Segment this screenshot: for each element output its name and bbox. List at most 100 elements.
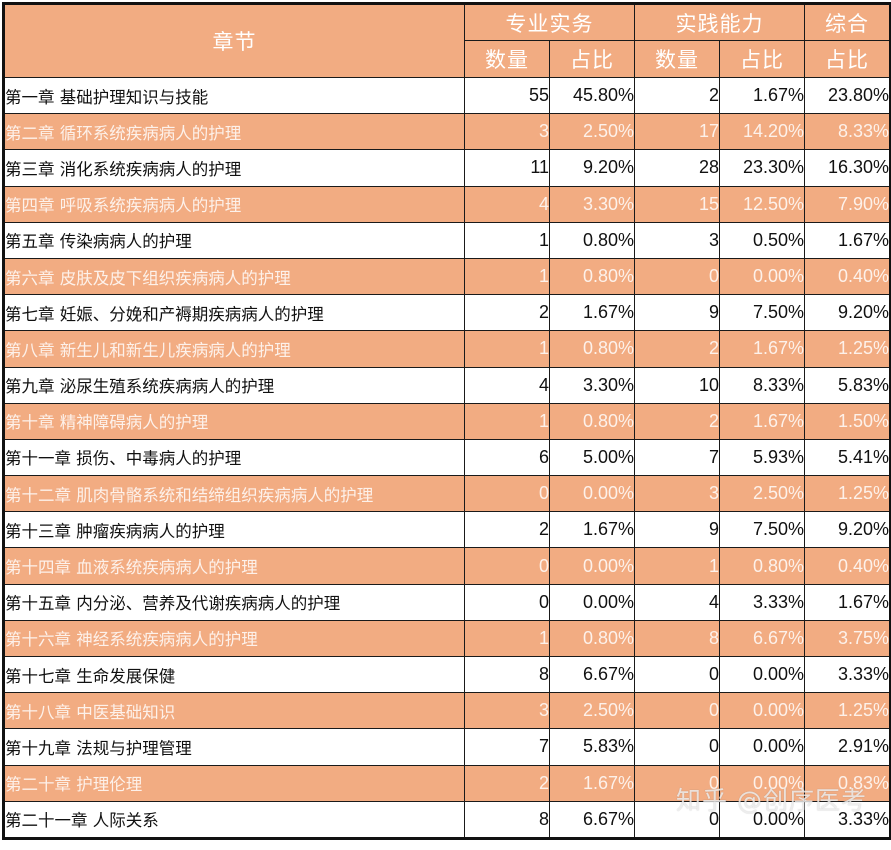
professional-pct-cell: 3.30% [549,185,635,223]
professional-count-cell: 3 [464,692,550,730]
professional-count-cell: 1 [464,402,550,440]
professional-pct-cell: 5.83% [549,728,635,766]
table-body: 第一章 基础护理知识与技能 55 45.80% 2 1.67% 23.80% 第二章 循环系… [3,76,891,839]
table-row: 第十六章 神经系统疾病病人的护理 1 0.80% 8 6.67% 3.75% [3,619,891,658]
chapter-cell: 第十一章 损伤、中毒病人的护理 [3,438,465,477]
table-row: 第九章 泌尿生殖系统疾病病人的护理 4 3.30% 10 8.33% 5.83% [3,366,891,404]
chapter-cell: 第十章 精神障碍病人的护理 [3,402,465,440]
professional-count-cell: 4 [464,185,550,223]
practical-count-cell: 0 [634,257,720,296]
overall-pct-cell: 16.30% [804,149,891,187]
overall-pct-cell: 5.83% [804,366,891,404]
overall-pct-cell: 0.40% [804,257,891,296]
table-row: 第十一章 损伤、中毒病人的护理 6 5.00% 7 5.93% 5.41% [3,438,891,477]
practical-count-cell: 1 [634,547,720,585]
practical-count-cell: 0 [634,728,720,766]
practical-pct-cell: 3.33% [719,583,805,621]
professional-count-cell: 1 [464,330,550,368]
professional-count-cell: 6 [464,438,550,477]
chapter-cell: 第四章 呼吸系统疾病病人的护理 [3,185,465,223]
header-overall-pct: 占比 [804,40,891,78]
overall-pct-cell: 3.75% [804,619,891,658]
practical-pct-cell: 7.50% [719,511,805,549]
professional-count-cell: 8 [464,800,550,839]
professional-pct-cell: 1.67% [549,511,635,549]
chapter-cell: 第八章 新生儿和新生儿疾病病人的护理 [3,330,465,368]
practical-count-cell: 15 [634,185,720,223]
professional-pct-cell: 0.80% [549,619,635,658]
practical-count-cell: 0 [634,692,720,730]
overall-pct-cell: 3.33% [804,655,891,694]
professional-pct-cell: 1.67% [549,294,635,332]
overall-pct-cell: 1.25% [804,692,891,730]
practical-count-cell: 0 [634,800,720,839]
practical-count-cell: 3 [634,221,720,259]
practical-pct-cell: 0.00% [719,692,805,730]
chapter-cell: 第二章 循环系统疾病病人的护理 [3,113,465,151]
table-row: 第十二章 肌肉骨骼系统和结缔组织疾病病人的护理 0 0.00% 3 2.50% 1.25% [3,475,891,513]
chapter-cell: 第三章 消化系统疾病病人的护理 [3,149,465,187]
overall-pct-cell: 1.67% [804,221,891,259]
practical-pct-cell: 0.00% [719,728,805,766]
overall-pct-cell: 0.40% [804,547,891,585]
professional-count-cell: 0 [464,475,550,513]
chapter-cell: 第六章 皮肤及皮下组织疾病病人的护理 [3,257,465,296]
professional-pct-cell: 0.80% [549,221,635,259]
practical-pct-cell: 23.30% [719,149,805,187]
table-row: 第十九章 法规与护理管理 7 5.83% 0 0.00% 2.91% [3,728,891,766]
table-row: 第七章 妊娠、分娩和产褥期疾病病人的护理 2 1.67% 9 7.50% 9.20% [3,294,891,332]
professional-count-cell: 1 [464,257,550,296]
professional-count-cell: 2 [464,511,550,549]
professional-count-cell: 4 [464,366,550,404]
professional-pct-cell: 2.50% [549,113,635,151]
professional-pct-cell: 0.00% [549,475,635,513]
overall-pct-cell: 7.90% [804,185,891,223]
professional-count-cell: 1 [464,221,550,259]
practical-pct-cell: 0.00% [719,655,805,694]
professional-pct-cell: 0.00% [549,583,635,621]
chapter-cell: 第十二章 肌肉骨骼系统和结缔组织疾病病人的护理 [3,475,465,513]
overall-pct-cell: 0.83% [804,764,891,802]
header-practical-count: 数量 [634,40,720,78]
practical-count-cell: 4 [634,583,720,621]
header-professional-pct: 占比 [549,40,635,78]
professional-count-cell: 0 [464,547,550,585]
practical-count-cell: 8 [634,619,720,658]
professional-pct-cell: 2.50% [549,692,635,730]
practical-pct-cell: 6.67% [719,619,805,658]
practical-count-cell: 3 [634,475,720,513]
practical-count-cell: 2 [634,330,720,368]
chapter-cell: 第十五章 内分泌、营养及代谢疾病病人的护理 [3,583,465,621]
practical-pct-cell: 8.33% [719,366,805,404]
practical-pct-cell: 0.00% [719,764,805,802]
chapter-cell: 第五章 传染病病人的护理 [3,221,465,259]
chapter-cell: 第九章 泌尿生殖系统疾病病人的护理 [3,366,465,404]
practical-count-cell: 10 [634,366,720,404]
overall-pct-cell: 23.80% [804,76,891,115]
chapter-cell: 第十九章 法规与护理管理 [3,728,465,766]
overall-pct-cell: 9.20% [804,294,891,332]
chapter-cell: 第十七章 生命发展保健 [3,655,465,694]
header-chapter: 章节 [3,3,465,78]
practical-count-cell: 0 [634,655,720,694]
table-row: 第十三章 肿瘤疾病病人的护理 2 1.67% 9 7.50% 9.20% [3,511,891,549]
overall-pct-cell: 1.25% [804,330,891,368]
header-practical-pct: 占比 [719,40,805,78]
professional-pct-cell: 0.00% [549,547,635,585]
practical-pct-cell: 2.50% [719,475,805,513]
table-row: 第六章 皮肤及皮下组织疾病病人的护理 1 0.80% 0 0.00% 0.40% [3,257,891,296]
practical-pct-cell: 7.50% [719,294,805,332]
practical-pct-cell: 0.00% [719,257,805,296]
professional-count-cell: 2 [464,764,550,802]
practical-count-cell: 9 [634,294,720,332]
chapter-cell: 第一章 基础护理知识与技能 [3,76,465,115]
practical-pct-cell: 0.80% [719,547,805,585]
practical-pct-cell: 1.67% [719,76,805,115]
practical-pct-cell: 1.67% [719,330,805,368]
chapter-cell: 第七章 妊娠、分娩和产褥期疾病病人的护理 [3,294,465,332]
practical-pct-cell: 0.00% [719,800,805,839]
table-row: 第十四章 血液系统疾病病人的护理 0 0.00% 1 0.80% 0.40% [3,547,891,585]
professional-count-cell: 55 [464,76,550,115]
professional-pct-cell: 1.67% [549,764,635,802]
